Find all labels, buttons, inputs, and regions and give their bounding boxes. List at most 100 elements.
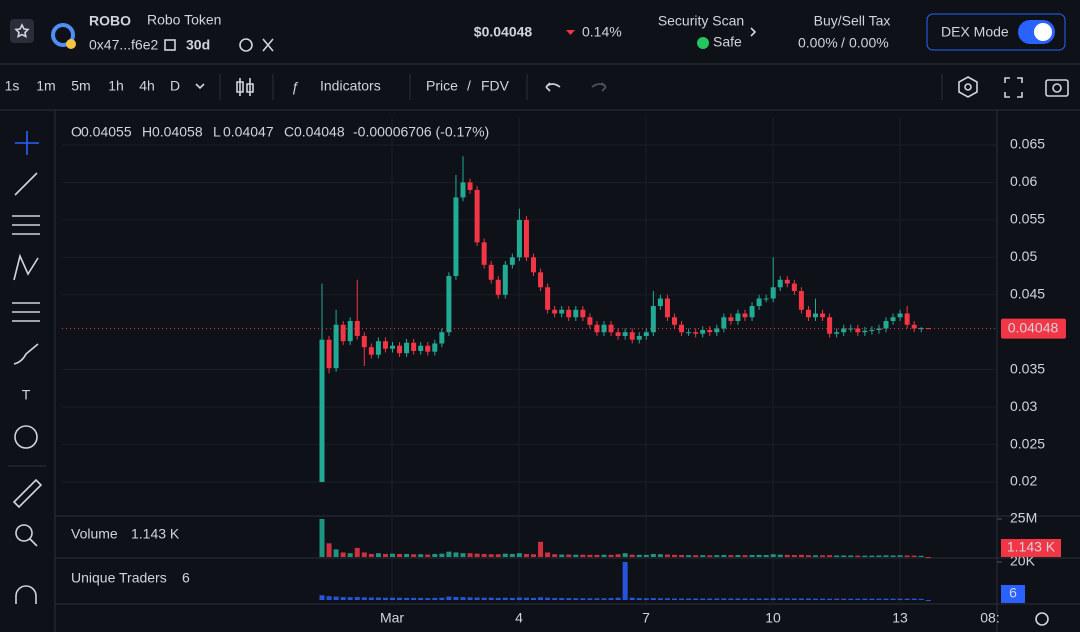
website-button[interactable]: [239, 38, 253, 52]
candle-body: [552, 309, 558, 314]
volume-bar: [495, 554, 501, 557]
traders-bar: [545, 597, 551, 600]
interval-button[interactable]: 4h: [139, 78, 155, 94]
traders-bar: [340, 597, 346, 600]
volume-bar: [664, 554, 670, 557]
last-price-tag: [1001, 318, 1066, 339]
volume-bar: [721, 555, 727, 557]
text-tool[interactable]: T: [22, 387, 31, 403]
traders-bar: [721, 598, 727, 600]
traders-bar: [418, 597, 424, 600]
candle-body: [375, 341, 381, 355]
dex-mode-button[interactable]: [926, 13, 1066, 51]
candle-body: [890, 317, 896, 321]
volume-bar: [502, 553, 508, 557]
ohlc-value: 0.04055: [81, 124, 132, 140]
candle-body: [820, 313, 826, 318]
price-toggle[interactable]: Price: [426, 78, 458, 94]
volume-bar: [784, 554, 790, 557]
candle-body: [538, 272, 544, 288]
candle-body: [573, 309, 579, 318]
undo-button[interactable]: [545, 82, 561, 92]
settings-button[interactable]: [958, 76, 978, 98]
traders-bar: [601, 598, 607, 600]
favorite-button[interactable]: [10, 19, 34, 43]
traders-bar: [657, 598, 663, 600]
redo-button[interactable]: [591, 82, 607, 92]
token-address: 0x47...f6e2: [89, 37, 158, 53]
pattern-tool[interactable]: [13, 253, 39, 281]
candle-body: [784, 279, 790, 284]
volume-bar: [347, 553, 353, 557]
measure-tool[interactable]: [12, 478, 43, 509]
candle-body: [509, 257, 515, 265]
crosshair-tool[interactable]: [15, 131, 39, 155]
volume-bar: [488, 554, 494, 557]
volume-bar: [834, 555, 840, 557]
candle-body: [418, 345, 424, 351]
indicators-button[interactable]: Indicators: [320, 78, 381, 94]
ohlc-key: O: [71, 124, 82, 140]
volume-bar: [791, 555, 797, 557]
interval-button[interactable]: 1m: [36, 78, 55, 94]
volume-bar: [566, 554, 572, 557]
volume-bar: [319, 519, 325, 557]
traders-bar: [439, 597, 445, 600]
traders-bar: [756, 598, 762, 600]
chart-type-button[interactable]: [236, 78, 254, 96]
ohlc-key: L: [213, 124, 221, 140]
trendline-tool[interactable]: [14, 172, 38, 196]
volume-bar: [594, 554, 600, 557]
brush-tool[interactable]: [13, 343, 39, 365]
traders-bar: [538, 597, 544, 600]
volume-legend: Volume: [71, 526, 118, 542]
screenshot-button[interactable]: [1045, 79, 1069, 97]
x-button[interactable]: [262, 38, 274, 52]
chevron[interactable]: [750, 27, 757, 37]
traders-bar: [904, 598, 910, 600]
fib-tool[interactable]: [12, 215, 40, 235]
candle-body: [488, 264, 494, 280]
emoji-tool[interactable]: [14, 425, 38, 449]
pane-tick-label: 25M: [1010, 510, 1037, 526]
traders-bar: [728, 598, 734, 600]
axis-settings-button[interactable]: [1035, 612, 1049, 626]
candle-body: [813, 313, 818, 318]
interval-button[interactable]: 1h: [108, 78, 124, 94]
volume-bar: [693, 555, 699, 557]
candle-body: [559, 309, 565, 314]
interval-button[interactable]: 5m: [71, 78, 90, 94]
traders-bar: [876, 598, 882, 600]
zoom-handle: [29, 538, 38, 547]
interval-dropdown[interactable]: [195, 83, 205, 90]
traders-bar: [813, 598, 818, 600]
volume-bar: [481, 553, 487, 557]
volume-bar: [714, 555, 720, 557]
interval-button[interactable]: 1s: [5, 78, 20, 94]
traders-bar: [580, 598, 586, 600]
header-change: 0.14%: [582, 24, 622, 40]
traders-bar: [523, 597, 529, 600]
fdv-toggle[interactable]: FDV: [481, 78, 510, 94]
prediction-tool[interactable]: [12, 302, 40, 322]
candle-body: [326, 339, 332, 369]
volume-bar: [375, 553, 381, 557]
fullscreen-button[interactable]: [1004, 77, 1023, 98]
interval-button[interactable]: D: [170, 78, 180, 94]
traders-bar: [897, 598, 903, 600]
candle-body: [876, 328, 882, 330]
copy-button[interactable]: [164, 39, 176, 51]
sell-tax: 0.00%: [849, 35, 889, 51]
volume-bar: [700, 555, 706, 557]
buy-tax: 0.00%: [798, 35, 838, 51]
traders-bar: [841, 598, 847, 600]
candle-body: [643, 332, 649, 336]
volume-bar: [516, 553, 522, 557]
candle-body: [657, 298, 663, 307]
traders-bar: [770, 598, 776, 600]
magnet-tool[interactable]: [15, 585, 37, 604]
zoom-tool[interactable]: [15, 524, 33, 542]
volume-bar: [855, 555, 861, 557]
volume-bar: [890, 555, 896, 557]
